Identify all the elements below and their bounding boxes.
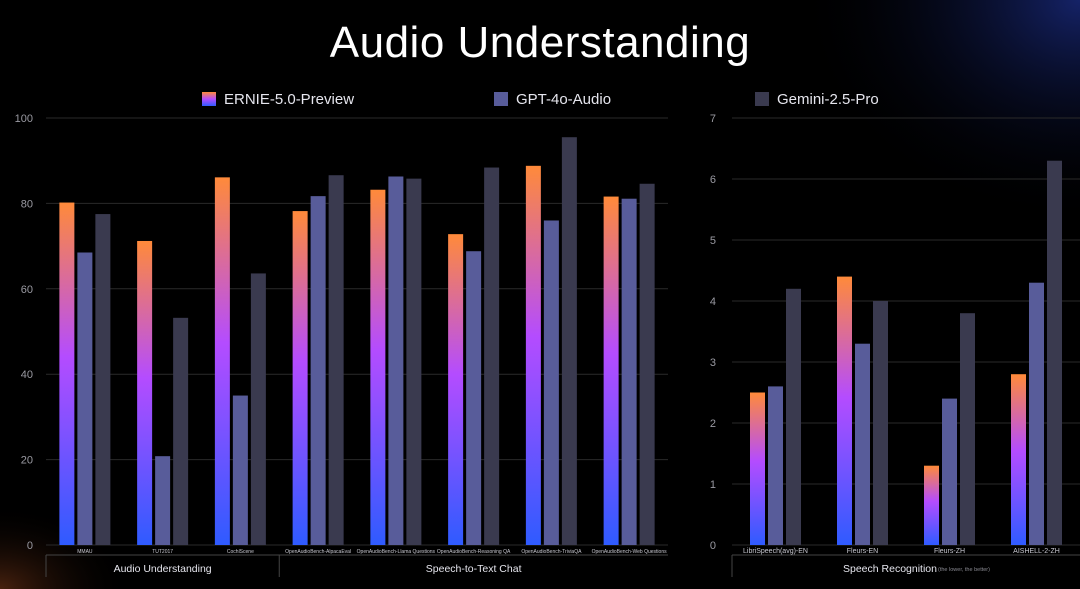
bar-gpt [621, 198, 637, 545]
bar-gpt [1029, 282, 1044, 545]
legend-swatch-gemini [755, 92, 769, 106]
y-tick-label: 20 [21, 455, 33, 467]
chart-right: 0 1 2 3 4 5 6 7 LibriSpeech(avg)-EN Fleurs-EN Fleu… [710, 113, 1080, 577]
y-tick-label: 4 [710, 296, 716, 308]
x-tick-label: MMAU [77, 549, 93, 555]
bar-gpt [388, 176, 404, 545]
y-tick-label: 1 [710, 479, 716, 491]
bar-ernie [448, 234, 464, 546]
group-label: Audio Understanding [114, 563, 212, 575]
x-tick-label: CochlScene [227, 549, 254, 555]
chart-left: 0 20 40 60 80 100 MMAU TUT2017 CochlScene OpenAud… [15, 113, 668, 577]
group-note: (the lower, the better) [938, 567, 990, 573]
bar-ernie [214, 177, 230, 545]
bar-gemini [173, 317, 189, 545]
x-tick-label: Fleurs-EN [847, 548, 879, 555]
bar-ernie [292, 211, 308, 545]
y-tick-label: 60 [21, 284, 33, 296]
x-tick-label: OpenAudioBench-Web Questions [592, 549, 667, 555]
group-label: Speech Recognition [843, 563, 937, 575]
bar-gemini [639, 183, 655, 545]
x-tick-label: OpenAudioBench-AlpacaEval [285, 549, 351, 555]
x-tick-label: OpenAudioBench-Reasoning QA [437, 549, 511, 555]
bar-gpt [543, 220, 559, 546]
x-tick-label: Fleurs-ZH [934, 548, 965, 555]
bar-gpt [155, 456, 171, 545]
bar-gpt [768, 386, 783, 545]
y-tick-label: 80 [21, 198, 33, 210]
bar-gemini [561, 137, 577, 545]
legend-label-gemini: Gemini-2.5-Pro [777, 90, 879, 108]
y-tick-label: 2 [710, 418, 716, 430]
bar-ernie [137, 240, 153, 545]
x-tick-label: OpenAudioBench-Llama Questions [357, 549, 436, 555]
y-tick-label: 100 [15, 113, 33, 125]
bar-gpt [232, 395, 248, 545]
bar-ernie [837, 276, 852, 545]
bar-gemini [328, 175, 344, 545]
x-tick-label: AISHELL-2-ZH [1013, 548, 1060, 555]
bar-gpt [77, 252, 93, 545]
bar-gemini [786, 288, 801, 545]
legend-item-gemini: Gemini-2.5-Pro [755, 88, 879, 110]
bar-gemini [406, 178, 422, 545]
x-tick-label: LibriSpeech(avg)-EN [743, 548, 808, 555]
bar-gemini [95, 214, 111, 545]
bar-gpt [942, 398, 957, 545]
bar-ernie [59, 202, 75, 545]
legend-label-ernie: ERNIE-5.0-Preview [224, 90, 355, 108]
y-tick-label: 3 [710, 357, 716, 369]
y-tick-label: 0 [27, 540, 33, 552]
legend-item-gpt: GPT-4o-Audio [494, 88, 611, 110]
bar-gpt [310, 196, 326, 546]
y-tick-label: 0 [710, 540, 716, 552]
bar-ernie [370, 189, 386, 545]
bar-gemini [873, 301, 888, 545]
x-tick-label: OpenAudioBench-TriviaQA [521, 549, 582, 555]
group-label: Speech-to-Text Chat [426, 563, 522, 575]
bar-ernie [924, 465, 939, 545]
bar-ernie [525, 165, 541, 545]
bar-gpt [466, 251, 482, 545]
y-tick-label: 40 [21, 369, 33, 381]
page-title: Audio Understanding [329, 18, 751, 67]
bar-gemini [484, 167, 500, 546]
y-tick-label: 5 [710, 235, 716, 247]
legend-swatch-gpt [494, 92, 508, 106]
bar-ernie [750, 392, 765, 545]
legend-label-gpt: GPT-4o-Audio [516, 90, 612, 108]
legend-swatch-ernie [202, 92, 216, 106]
legend-item-ernie: ERNIE-5.0-Preview [202, 88, 354, 110]
y-tick-label: 6 [710, 174, 716, 186]
bar-gemini [1047, 160, 1062, 545]
bar-ernie [603, 196, 619, 545]
bar-ernie [1011, 374, 1026, 545]
bar-gemini [250, 273, 266, 545]
x-tick-label: TUT2017 [152, 549, 173, 555]
y-tick-label: 7 [710, 113, 716, 125]
bar-gpt [855, 343, 870, 545]
bar-gemini [960, 313, 975, 545]
